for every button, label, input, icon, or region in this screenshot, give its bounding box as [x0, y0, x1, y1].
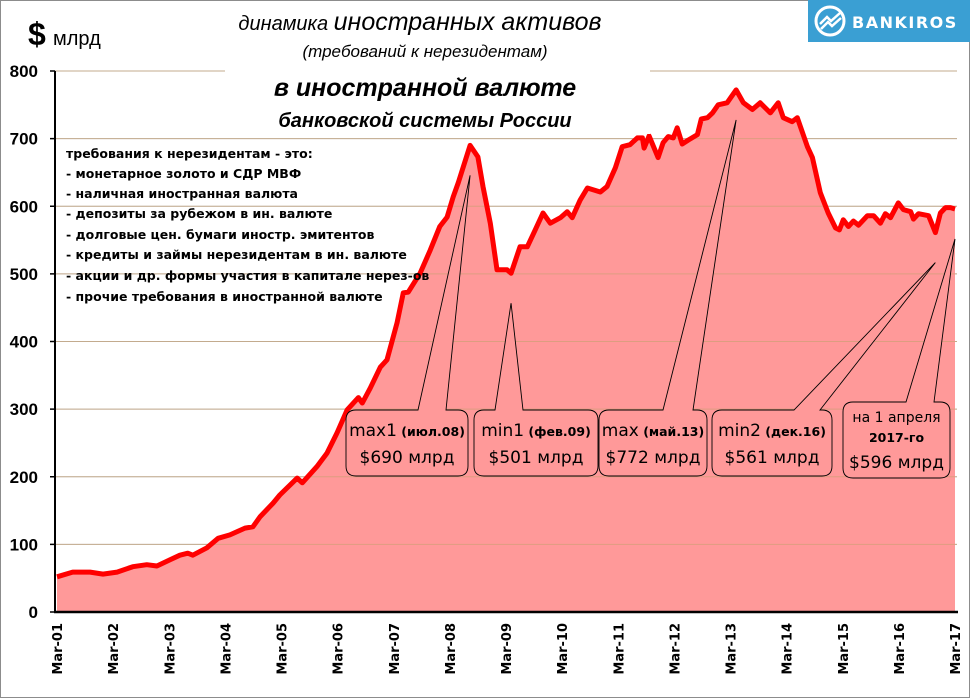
logo-icon [814, 5, 846, 37]
x-tick-label: Mar-02 [107, 623, 122, 675]
x-tick-label: Mar-05 [276, 623, 291, 675]
callout-1: max1 (июл.08) $690 млрд [345, 175, 471, 477]
y-tick-label: 800 [10, 62, 38, 81]
callout-shape [842, 238, 956, 479]
x-tick-label: Mar-13 [725, 623, 740, 675]
callout-title: max (май.13) [602, 421, 704, 441]
y-tick-label: 700 [10, 130, 38, 149]
callout-shape [345, 175, 471, 477]
definition-item: - долговые цен. бумаги иностр. эмитентов [66, 227, 374, 242]
callouts: max1 (июл.08) $690 млрд min1 (фев.09) $501 … [345, 119, 956, 479]
callout-value: $772 млрд [606, 448, 701, 468]
x-tick-label: Mar-10 [556, 623, 571, 675]
title-background [225, 4, 650, 134]
callout-period: 2017-го [869, 430, 925, 445]
y-tick-label: 300 [10, 400, 38, 419]
definition-item: - прочие требования в иностранной валюте [66, 289, 383, 304]
title-line-3: в иностранной валюте [274, 74, 576, 102]
callout-5: на 1 апреля 2017-го $596 млрд [842, 238, 956, 479]
currency-symbol: $ [28, 16, 46, 52]
y-tick-label: 500 [10, 265, 38, 284]
definition-item: - монетарное золото и СДР МВФ [66, 166, 301, 181]
definition-item: - депозиты за рубежом в ин. валюте [66, 206, 332, 221]
callout-title: min2 (дек.16) [718, 421, 826, 441]
callout-shape [711, 262, 936, 477]
x-tick-label: Mar-16 [893, 623, 908, 675]
x-tick-label: Mar-09 [500, 623, 515, 675]
bankiros-logo[interactable]: BANKIROS [808, 0, 970, 42]
x-tick-labels: Mar-01 Mar-02 Mar-03 Mar-04 Mar-05 Mar-06 Mar-… [51, 623, 964, 675]
x-tick-label: Mar-14 [781, 623, 796, 675]
x-tick-label: Mar-06 [332, 623, 347, 675]
y-tick-label: 0 [29, 603, 38, 622]
x-tick-label: Mar-01 [51, 623, 66, 675]
y-tick-label: 600 [10, 197, 38, 216]
callout-3: max (май.13) $772 млрд [598, 119, 737, 477]
y-tick-labels: 0 100 200 300 400 500 600 700 800 [10, 62, 55, 622]
y-tick-label: 100 [10, 535, 38, 554]
x-tick-label: Mar-04 [219, 623, 234, 675]
definition-item: - акции и др. формы участия в капитале н… [66, 268, 429, 283]
callout-value: $690 млрд [360, 448, 455, 468]
definition-box: требования к нерезидентам - это: - монет… [66, 146, 429, 304]
callout-shape [598, 119, 737, 477]
callout-title: на 1 апреля [852, 410, 940, 426]
title-line-1: динамика иностранных активов [238, 8, 601, 36]
definition-item: - кредиты и займы нерезидентам в ин. вал… [66, 247, 407, 262]
unit-label: млрд [53, 28, 101, 50]
series-points [56, 89, 956, 577]
logo-text: BANKIROS [852, 13, 958, 32]
definition-item: - наличная иностранная валюта [66, 186, 298, 201]
x-tick-label: Mar-15 [837, 623, 852, 675]
y-tick-label: 200 [10, 468, 38, 487]
x-tick-label: Mar-03 [163, 623, 178, 675]
callout-title: max1 (июл.08) [349, 421, 465, 441]
x-tick-label: Mar-12 [668, 623, 683, 675]
title-line-2: (требований к нерезидентам) [302, 42, 547, 61]
callout-shape [473, 303, 599, 477]
title-line-4: банковской системы России [278, 110, 571, 132]
callout-value: $501 млрд [489, 448, 584, 468]
x-tick-label: Mar-08 [444, 623, 459, 675]
definition-heading: требования к нерезидентам - это: [66, 146, 313, 161]
callout-value: $596 млрд [849, 453, 944, 473]
series-line [56, 87, 956, 580]
y-tick-label: 400 [10, 333, 38, 352]
callout-2: min1 (фев.09) $501 млрд [473, 303, 599, 477]
callout-title: min1 (фев.09) [481, 421, 591, 441]
callout-4: min2 (дек.16) $561 млрд [711, 262, 936, 477]
x-tick-label: Mar-11 [612, 623, 627, 675]
x-tick-label: Mar-07 [388, 623, 403, 675]
x-tick-label: Mar-17 [949, 623, 964, 675]
callout-value: $561 млрд [725, 448, 820, 468]
